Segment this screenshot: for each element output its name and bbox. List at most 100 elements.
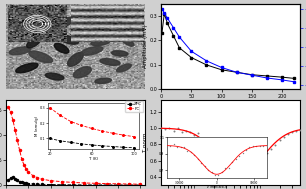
X-axis label: Frequency (Hz): Frequency (Hz) [210, 100, 251, 105]
ZFC [49, 184, 53, 186]
ZFC [83, 184, 86, 186]
ZFC [18, 180, 21, 183]
FC [13, 129, 17, 131]
Point [289, 130, 294, 133]
Text: 200 nm: 200 nm [103, 85, 117, 89]
Point [187, 131, 192, 134]
Point [261, 157, 266, 160]
Ellipse shape [58, 35, 78, 44]
FC [138, 183, 142, 185]
Point [192, 133, 196, 136]
Ellipse shape [122, 39, 134, 46]
Point [216, 153, 221, 156]
Ellipse shape [111, 51, 128, 56]
Point [244, 170, 249, 173]
Ellipse shape [9, 47, 31, 55]
Point [277, 138, 282, 141]
Legend: ZFC, FC: ZFC, FC [125, 101, 144, 112]
ZFC [40, 183, 44, 185]
Ellipse shape [18, 22, 36, 29]
FC [16, 139, 19, 141]
Point [200, 139, 204, 142]
ZFC [31, 183, 35, 185]
Point [236, 170, 241, 173]
FC [71, 181, 75, 184]
Point [196, 131, 200, 134]
Ellipse shape [45, 73, 64, 80]
Point [265, 152, 270, 155]
Point [281, 135, 286, 138]
ZFC [16, 179, 19, 181]
Ellipse shape [68, 53, 83, 66]
Ellipse shape [55, 18, 73, 28]
FC [24, 168, 28, 170]
Ellipse shape [91, 39, 110, 46]
Point [167, 127, 172, 130]
Point [171, 129, 176, 132]
ZFC [60, 184, 64, 186]
Ellipse shape [54, 43, 69, 53]
FC [35, 177, 39, 179]
Point [297, 129, 302, 132]
Point [183, 129, 188, 132]
FC [60, 180, 64, 183]
ZFC [94, 184, 97, 186]
Y-axis label: T_norm: T_norm [142, 132, 148, 153]
Point [208, 144, 213, 147]
Point [175, 127, 180, 130]
Point [257, 160, 262, 163]
Ellipse shape [73, 67, 91, 78]
FC [116, 183, 120, 185]
Point [159, 126, 164, 129]
FC [27, 171, 30, 173]
ZFC [20, 181, 24, 184]
Point [224, 163, 229, 166]
FC [31, 174, 35, 177]
Ellipse shape [117, 64, 131, 72]
Ellipse shape [87, 19, 106, 26]
Point [293, 130, 298, 133]
FC [11, 119, 15, 121]
FC [83, 182, 86, 184]
ZFC [127, 184, 131, 186]
Ellipse shape [73, 28, 92, 35]
FC [49, 180, 53, 182]
ZFC [27, 182, 30, 185]
FC [6, 106, 10, 108]
Point [232, 171, 237, 174]
ZFC [24, 182, 28, 184]
Point [163, 128, 168, 131]
Ellipse shape [37, 26, 58, 36]
Ellipse shape [29, 51, 53, 63]
Point [285, 132, 290, 135]
Point [179, 130, 184, 133]
FC [127, 183, 131, 185]
FC [94, 182, 97, 184]
Y-axis label: Amplitude (mV): Amplitude (mV) [143, 25, 148, 68]
Point [212, 152, 217, 155]
Ellipse shape [16, 63, 38, 73]
FC [40, 178, 44, 180]
ZFC [116, 184, 120, 186]
Ellipse shape [95, 78, 111, 84]
ZFC [9, 177, 13, 179]
Point [228, 169, 233, 172]
Point [248, 166, 253, 169]
Ellipse shape [81, 46, 103, 55]
ZFC [11, 176, 15, 178]
ZFC [138, 184, 142, 186]
ZFC [35, 183, 39, 185]
Point [252, 163, 257, 166]
FC [18, 149, 21, 151]
ZFC [6, 179, 10, 181]
ZFC [22, 182, 26, 184]
Point [273, 144, 278, 147]
FC [105, 182, 109, 185]
Point [241, 171, 245, 174]
Line: ZFC: ZFC [7, 176, 141, 186]
ZFC [105, 184, 109, 186]
Point [220, 160, 225, 163]
Point [204, 141, 209, 144]
FC [20, 158, 24, 160]
Ellipse shape [100, 59, 120, 65]
